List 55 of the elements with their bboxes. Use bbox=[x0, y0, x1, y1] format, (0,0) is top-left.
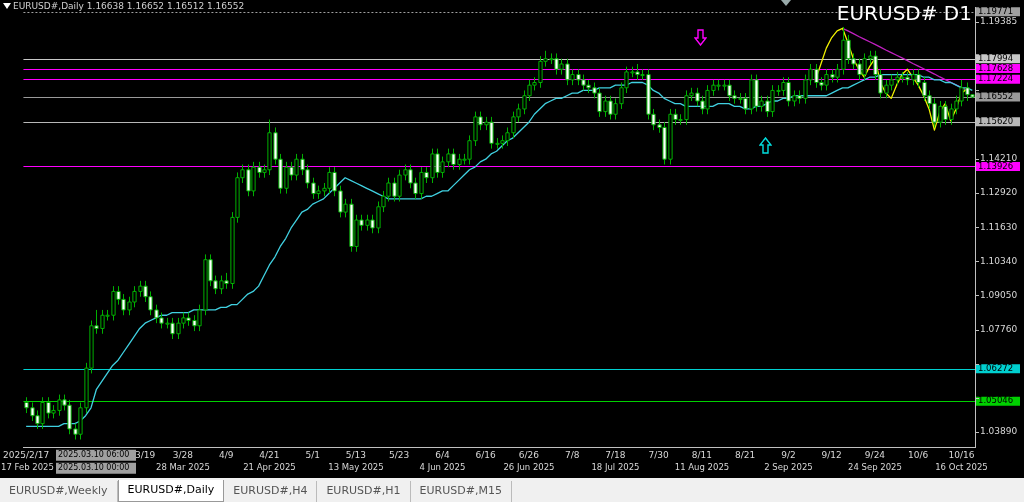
x-tick-label: 9/24 bbox=[864, 449, 886, 460]
ref-line-label: 1.17994 bbox=[978, 53, 1014, 64]
x-tick-label: 6/26 bbox=[518, 449, 540, 460]
text: 18 Jul 2025 bbox=[591, 462, 640, 473]
text: 2 Sep 2025 bbox=[764, 462, 813, 473]
ref-line-label: 1.16552 bbox=[978, 91, 1014, 102]
text: 2025.03.10 06:00 bbox=[58, 450, 130, 460]
x-tick-label: 5/23 bbox=[389, 449, 410, 460]
x-tick-label: 7/30 bbox=[648, 449, 670, 460]
text: 26 Jun 2025 bbox=[503, 462, 555, 473]
y-tick-label: 1.19385 bbox=[980, 16, 1018, 27]
text: 16 Oct 2025 bbox=[935, 462, 988, 473]
text: 28 Mar 2025 bbox=[155, 462, 210, 473]
ref-line-label: 1.19771 bbox=[978, 6, 1014, 17]
ref-line-label: 1.17224 bbox=[978, 73, 1014, 84]
x-tick-label: 7/8 bbox=[564, 449, 580, 460]
text: EURUSD#,M15 bbox=[410, 481, 512, 502]
text: EURUSD#,Weekly bbox=[0, 481, 118, 502]
x-tick-label: 8/11 bbox=[691, 449, 713, 460]
chart-subtitle: EURUSD#,Daily 1.16638 1.16652 1.16512 1.16552 bbox=[13, 0, 245, 11]
x-tick-label: 9/2 bbox=[781, 449, 796, 460]
x-tick-label: 10/6 bbox=[908, 449, 929, 460]
ref-line-label: 1.15620 bbox=[978, 115, 1014, 126]
text: EURUSD#,H1 bbox=[317, 481, 411, 502]
y-tick-label: 1.07760 bbox=[980, 323, 1018, 334]
text: 13 May 2025 bbox=[328, 462, 384, 473]
ref-line-label: 1.06272 bbox=[978, 363, 1014, 374]
x-tick-label: 4/21 bbox=[259, 449, 280, 460]
y-tick-label: 1.12920 bbox=[980, 187, 1018, 198]
x-tick-label: 5/13 bbox=[345, 449, 367, 460]
text: EURUSD#,H4 bbox=[224, 481, 318, 502]
y-tick-label: 1.03890 bbox=[980, 426, 1018, 437]
x-tick-label: 6/16 bbox=[475, 449, 497, 460]
ref-line-label: 1.17628 bbox=[978, 62, 1014, 73]
x-tick-label: 8/21 bbox=[735, 449, 756, 460]
x-tick-label: 4/9 bbox=[218, 449, 234, 460]
y-tick-label: 1.09050 bbox=[980, 289, 1018, 300]
x-tick-label: 6/4 bbox=[435, 449, 450, 460]
text: 17 Feb 2025 bbox=[1, 462, 54, 473]
text: 4 Jun 2025 bbox=[419, 462, 466, 473]
text: 21 Apr 2025 bbox=[243, 462, 296, 473]
x-tick-label: 9/12 bbox=[821, 449, 842, 460]
text: 11 Aug 2025 bbox=[674, 462, 730, 473]
chart-title: EURUSD# D1 bbox=[836, 1, 972, 26]
ref-line-label: 1.05046 bbox=[978, 395, 1014, 406]
y-tick-label: 1.11630 bbox=[980, 221, 1018, 232]
x-tick-label: 2025/2/17 bbox=[3, 449, 50, 460]
x-tick-label: 10/16 bbox=[948, 449, 975, 460]
y-tick-label: 1.10340 bbox=[980, 255, 1018, 266]
x-tick-label: 7/18 bbox=[605, 449, 626, 460]
x-tick-label: 5/1 bbox=[305, 449, 320, 460]
x-tick-label: 3/19 bbox=[134, 449, 156, 460]
text: 2025.03.10 00:00 bbox=[58, 463, 130, 473]
text: 24 Sep 2025 bbox=[848, 462, 902, 473]
x-tick-label: 3/28 bbox=[172, 449, 194, 460]
